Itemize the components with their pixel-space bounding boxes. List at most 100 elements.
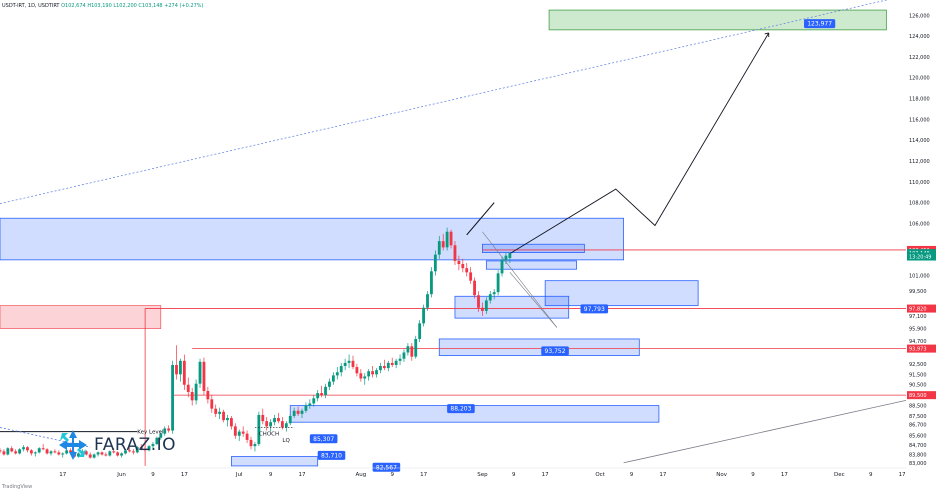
y-tick-label: 101,000 [909, 273, 930, 279]
y-tick-label: 95,900 [909, 327, 927, 333]
candle-body [394, 360, 398, 365]
dotted-trendline [0, 0, 889, 204]
candle-body [18, 449, 22, 454]
candle [461, 258, 465, 273]
candle [182, 354, 186, 390]
change-value: +274 (+0.27%) [164, 3, 204, 9]
candle [249, 436, 253, 450]
close-value: C103,148 [138, 3, 163, 9]
candle [363, 373, 367, 385]
candle-body [273, 418, 276, 423]
demand-zone-upper [544, 280, 699, 307]
candle-body [292, 410, 296, 416]
candle [422, 304, 425, 327]
candle [61, 452, 65, 458]
x-tick-label: 17 [899, 472, 906, 478]
y-tick-label: 126,000 [909, 13, 930, 19]
candle [300, 408, 304, 419]
price-tag-bg [907, 344, 936, 353]
candle-body [339, 366, 343, 373]
candle-body [253, 444, 257, 447]
candle-body [96, 452, 100, 455]
candle-body [488, 294, 492, 301]
candle [390, 357, 394, 368]
candle [414, 335, 418, 359]
candle [202, 357, 206, 396]
x-tick-label: 9 [269, 472, 273, 478]
candle [398, 354, 402, 365]
candle-body [88, 454, 92, 458]
impulse-line [466, 202, 495, 236]
candle-body [120, 453, 123, 456]
candle [226, 414, 229, 427]
candle-body [77, 453, 80, 457]
candle [2, 449, 6, 456]
y-tick-label: 106,000 [909, 221, 930, 227]
candle [151, 441, 155, 449]
candle [320, 385, 324, 398]
rising-trendline [623, 399, 907, 464]
y-tick-label: 120,000 [909, 76, 930, 82]
candle-body [222, 411, 225, 421]
candle [45, 448, 49, 455]
candle [108, 450, 112, 457]
candle-body [308, 403, 312, 406]
price-label-82567-bg [372, 462, 401, 472]
candle-body [190, 392, 194, 401]
candle [382, 359, 386, 371]
price-label-83710-bg [317, 450, 346, 460]
candle-body [159, 433, 163, 438]
high-value: H103,190 [87, 3, 112, 9]
candle-body [265, 421, 269, 427]
demand-zone-93 [438, 338, 640, 357]
candle-body [296, 410, 300, 414]
candle [273, 414, 276, 426]
candle [406, 343, 410, 356]
y-tick-label: 84,700 [909, 443, 927, 449]
candle [128, 447, 131, 453]
candle-body [6, 448, 10, 455]
y-tick-label: 91,500 [909, 372, 927, 378]
y-tick-label: 86,700 [909, 422, 927, 428]
candle-body [92, 454, 96, 458]
candle [504, 252, 508, 265]
candle [371, 366, 375, 378]
candle-body [37, 448, 41, 453]
x-tick-label: 17 [59, 472, 66, 478]
projection-arrowhead [764, 32, 770, 37]
x-tick-label: Aug [355, 472, 366, 478]
candle [351, 355, 355, 370]
candle [347, 354, 351, 369]
candle [304, 402, 308, 413]
candle-body [437, 241, 441, 255]
price-tag-label: 13:20:49 [909, 255, 931, 261]
demand-zone-sep [454, 295, 570, 319]
candle-body [167, 428, 171, 431]
time-axis: 17 Jun 9 17 Jul 9 17 Aug 9 17 Sep 9 17 Oct 9 17 Nov 9 17 De… [0, 467, 906, 478]
candle-body [312, 398, 316, 404]
y-tick-label: 87,500 [909, 414, 927, 420]
x-tick-label: 17 [420, 472, 427, 478]
candle-body [186, 384, 190, 393]
candle-body [179, 360, 182, 375]
candle [379, 362, 382, 374]
candle-body [139, 447, 143, 450]
tradingview-footer: TradingView [2, 484, 33, 490]
supply-zone-red [0, 305, 162, 329]
choch-text: CHOCH [259, 432, 279, 438]
y-tick-label: 94,700 [909, 339, 927, 345]
candle-body [477, 295, 480, 308]
candle-body [508, 253, 512, 259]
candle-body [481, 307, 484, 311]
candle-body [277, 418, 280, 422]
candle-body [453, 245, 457, 261]
candle-body [147, 446, 151, 451]
candle-body [284, 423, 288, 428]
price-tag-label: 89,500 [909, 393, 927, 399]
candle-body [124, 450, 127, 454]
supply-demand-zone-main [0, 217, 625, 261]
candle [265, 417, 269, 431]
annotations-layer: 97,79393,75288,20385,30783,71082,567123,… [137, 19, 836, 472]
candle [96, 451, 100, 457]
